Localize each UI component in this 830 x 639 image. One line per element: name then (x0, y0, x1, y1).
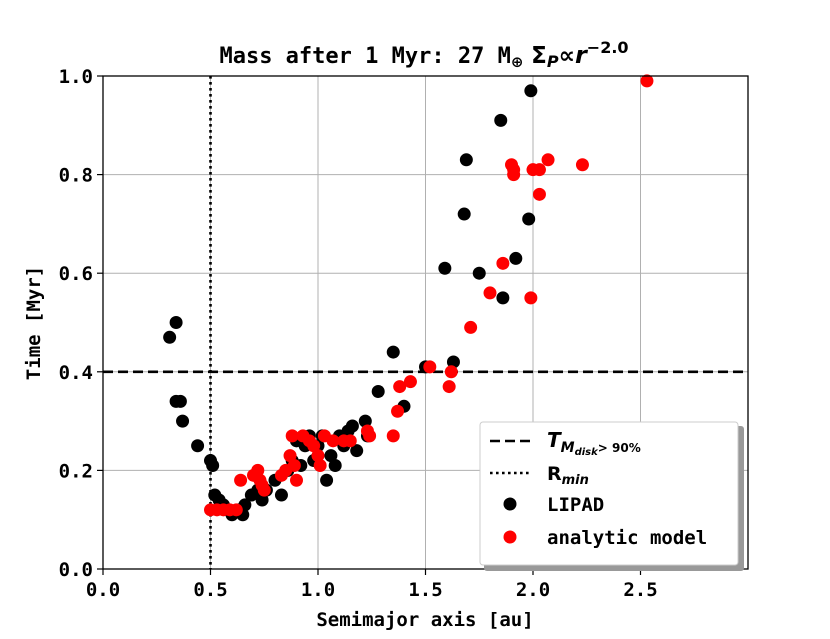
analytic-point (283, 449, 297, 463)
title-sigma-sub: P (547, 52, 559, 71)
analytic-point (307, 439, 321, 453)
legend-box (479, 421, 739, 566)
analytic-point (290, 473, 303, 487)
analytic-point (403, 375, 417, 389)
analytic-point (391, 404, 405, 418)
analytic-point (234, 473, 248, 487)
earth-mass-symbol: ⊕ (511, 53, 524, 71)
lipad-point (324, 449, 338, 463)
lipad-point (274, 488, 288, 502)
analytic-point (393, 380, 407, 394)
lipad-point (386, 345, 400, 359)
analytic-point (496, 256, 510, 270)
x-tick-label: 1.5 (408, 579, 442, 601)
lipad-point (358, 414, 372, 428)
legend-lipad-marker (503, 497, 517, 511)
lipad-point (350, 444, 364, 458)
legend-label-analytic: analytic model (547, 527, 707, 549)
x-tick-label: 0.5 (193, 579, 227, 601)
lipad-point (173, 394, 187, 408)
analytic-point (524, 291, 538, 305)
legend-analytic-marker (503, 530, 517, 544)
analytic-point (532, 187, 546, 201)
x-axis-label: Semimajor axis [au] (316, 609, 533, 631)
y-tick-label: 1.0 (59, 66, 93, 88)
analytic-point (253, 473, 267, 487)
analytic-point (532, 163, 546, 177)
analytic-point (363, 429, 377, 443)
lipad-point (320, 473, 334, 487)
analytic-point (229, 503, 243, 517)
lipad-point (371, 385, 385, 399)
legend-label-rmin: Rmin (547, 463, 589, 488)
lipad-point (438, 261, 452, 275)
analytic-point (343, 434, 357, 448)
analytic-point (507, 168, 521, 182)
lipad-point (472, 266, 486, 280)
analytic-point (464, 320, 478, 334)
x-tick-label: 2.5 (623, 579, 657, 601)
y-tick-label: 0.2 (59, 460, 93, 482)
y-tick-label: 0.6 (59, 263, 93, 285)
analytic-point (640, 74, 654, 88)
lipad-point (163, 330, 177, 344)
lipad-point (496, 291, 510, 305)
title-r: r (575, 41, 589, 69)
legend: TMdisk> 90% Rmin LIPAD analytic model (479, 421, 744, 571)
lipad-point (255, 493, 269, 507)
analytic-point (287, 458, 301, 472)
axis-ticks: 0.0 0.5 1.0 1.5 2.0 2.5 0.0 0.2 0.4 0.6 0.8 1.0 (59, 66, 658, 601)
lipad-point (345, 419, 359, 433)
analytic-point (326, 434, 340, 448)
legend-label-lipad: LIPAD (547, 494, 604, 516)
x-tick-label: 0.0 (86, 579, 120, 601)
title-proportional: ∝ (559, 43, 575, 69)
analytic-point (311, 449, 325, 463)
analytic-point (251, 463, 265, 477)
analytic-point (444, 365, 458, 379)
title-sigma: Σ (531, 43, 547, 69)
chart-title: Mass after 1 Myr: 27 M⊕ ΣP∝r−2.0 (219, 38, 628, 71)
data-points (163, 74, 654, 522)
x-tick-label: 1.0 (301, 579, 335, 601)
analytic-point (423, 360, 437, 374)
y-tick-label: 0.4 (59, 362, 93, 384)
analytic-point (541, 153, 555, 167)
lipad-point (206, 458, 220, 472)
lipad-point (176, 414, 190, 428)
analytic-model-series (204, 74, 654, 517)
lipad-point (328, 458, 342, 472)
analytic-point (257, 483, 271, 497)
lipad-point (446, 355, 460, 369)
analytic-point (386, 429, 400, 443)
lipad-point (524, 84, 538, 98)
lipad-point (457, 207, 471, 221)
analytic-point (313, 458, 327, 472)
analytic-point (442, 380, 456, 394)
y-tick-label: 0.8 (59, 165, 93, 187)
analytic-point (285, 429, 299, 443)
y-tick-label: 0.0 (59, 559, 93, 581)
legend-label-tdisk: TMdisk> 90% (547, 428, 641, 458)
x-tick-label: 2.0 (516, 579, 550, 601)
analytic-point (575, 158, 589, 172)
y-axis-label: Time [Myr] (23, 266, 45, 380)
lipad-point (169, 316, 183, 329)
title-main: Mass after 1 Myr: 27 M (219, 44, 510, 69)
lipad-point (509, 251, 523, 265)
analytic-point (483, 286, 497, 300)
title-exponent: −2.0 (587, 38, 629, 57)
lipad-point (459, 153, 473, 167)
lipad-point (191, 439, 205, 453)
lipad-point (522, 212, 536, 226)
lipad-point (494, 113, 508, 127)
